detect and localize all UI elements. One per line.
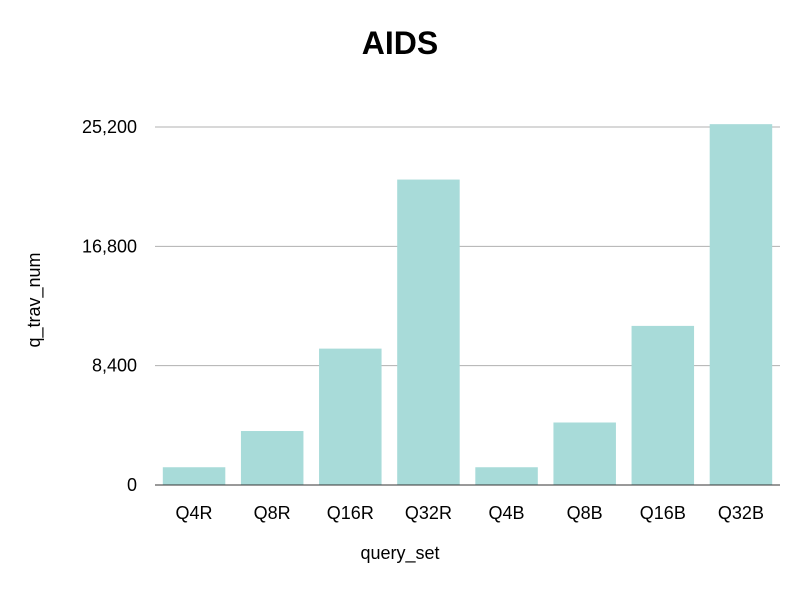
x-tick-label: Q32B	[718, 503, 764, 523]
y-axis-label: q_trav_num	[24, 252, 45, 347]
y-tick-label: 0	[127, 475, 137, 495]
chart-title: AIDS	[362, 25, 438, 61]
x-tick-label: Q16B	[640, 503, 686, 523]
x-tick-label: Q32R	[405, 503, 452, 523]
y-tick-label: 16,800	[82, 236, 137, 256]
x-tick-label: Q8R	[254, 503, 291, 523]
y-tick-label: 25,200	[82, 117, 137, 137]
x-tick-label: Q4B	[489, 503, 525, 523]
y-tick-label: 8,400	[92, 356, 137, 376]
bar-q16r	[319, 348, 382, 485]
bar-q4r	[162, 467, 226, 485]
bar-q8r	[240, 431, 304, 485]
bar-q4b	[475, 467, 538, 485]
bars	[162, 124, 773, 486]
x-axis-label: query_set	[360, 543, 439, 564]
y-tick-labels: 0 8,400 16,800 25,200	[82, 117, 137, 495]
bar-q8b	[553, 422, 616, 485]
bar-q16b	[631, 325, 695, 485]
x-tick-label: Q8B	[567, 503, 603, 523]
x-tick-label: Q16R	[327, 503, 374, 523]
bar-q32b	[709, 124, 773, 486]
bar-q32r	[397, 179, 460, 486]
x-tick-label: Q4R	[176, 503, 213, 523]
x-tick-labels: Q4R Q8R Q16R Q32R Q4B Q8B Q16B Q32B	[176, 503, 764, 523]
